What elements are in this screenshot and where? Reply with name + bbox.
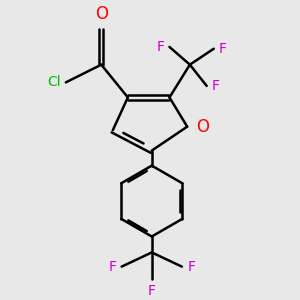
- Text: F: F: [156, 40, 164, 54]
- Text: Cl: Cl: [47, 75, 61, 89]
- Text: F: F: [108, 260, 116, 274]
- Text: F: F: [212, 79, 220, 93]
- Text: O: O: [95, 5, 108, 23]
- Text: F: F: [187, 260, 195, 274]
- Text: O: O: [196, 118, 209, 136]
- Text: F: F: [219, 42, 227, 56]
- Text: F: F: [148, 284, 156, 298]
